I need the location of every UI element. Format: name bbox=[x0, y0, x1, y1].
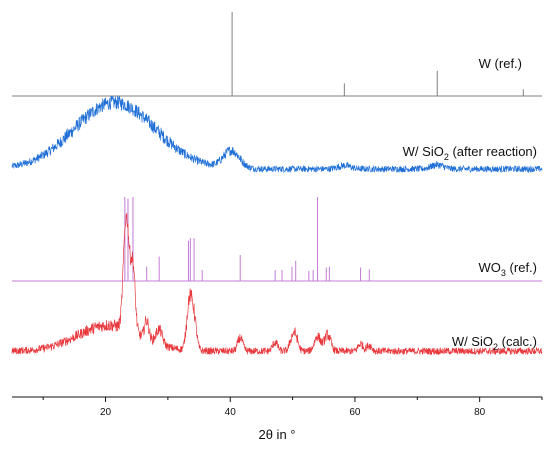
series-2-line bbox=[11, 95, 543, 174]
x-tick-label-20: 20 bbox=[100, 407, 112, 418]
series-label-3: WO3 (ref.) bbox=[479, 260, 537, 278]
series-3 bbox=[12, 197, 542, 282]
series-4-line bbox=[11, 212, 543, 356]
x-tick-label-80: 80 bbox=[474, 407, 486, 418]
series-label-2: W/ SiO2 (after reaction) bbox=[403, 144, 537, 162]
series-2 bbox=[11, 95, 543, 174]
x-tick-label-60: 60 bbox=[349, 407, 361, 418]
x-axis-title: 2θ in ° bbox=[258, 427, 295, 442]
series-label-1: W (ref.) bbox=[479, 56, 522, 71]
x-tick-label-40: 40 bbox=[225, 407, 237, 418]
series-label-4: W/ SiO2 (calc.) bbox=[452, 334, 537, 352]
series-4 bbox=[11, 212, 543, 356]
series-1 bbox=[12, 12, 542, 97]
